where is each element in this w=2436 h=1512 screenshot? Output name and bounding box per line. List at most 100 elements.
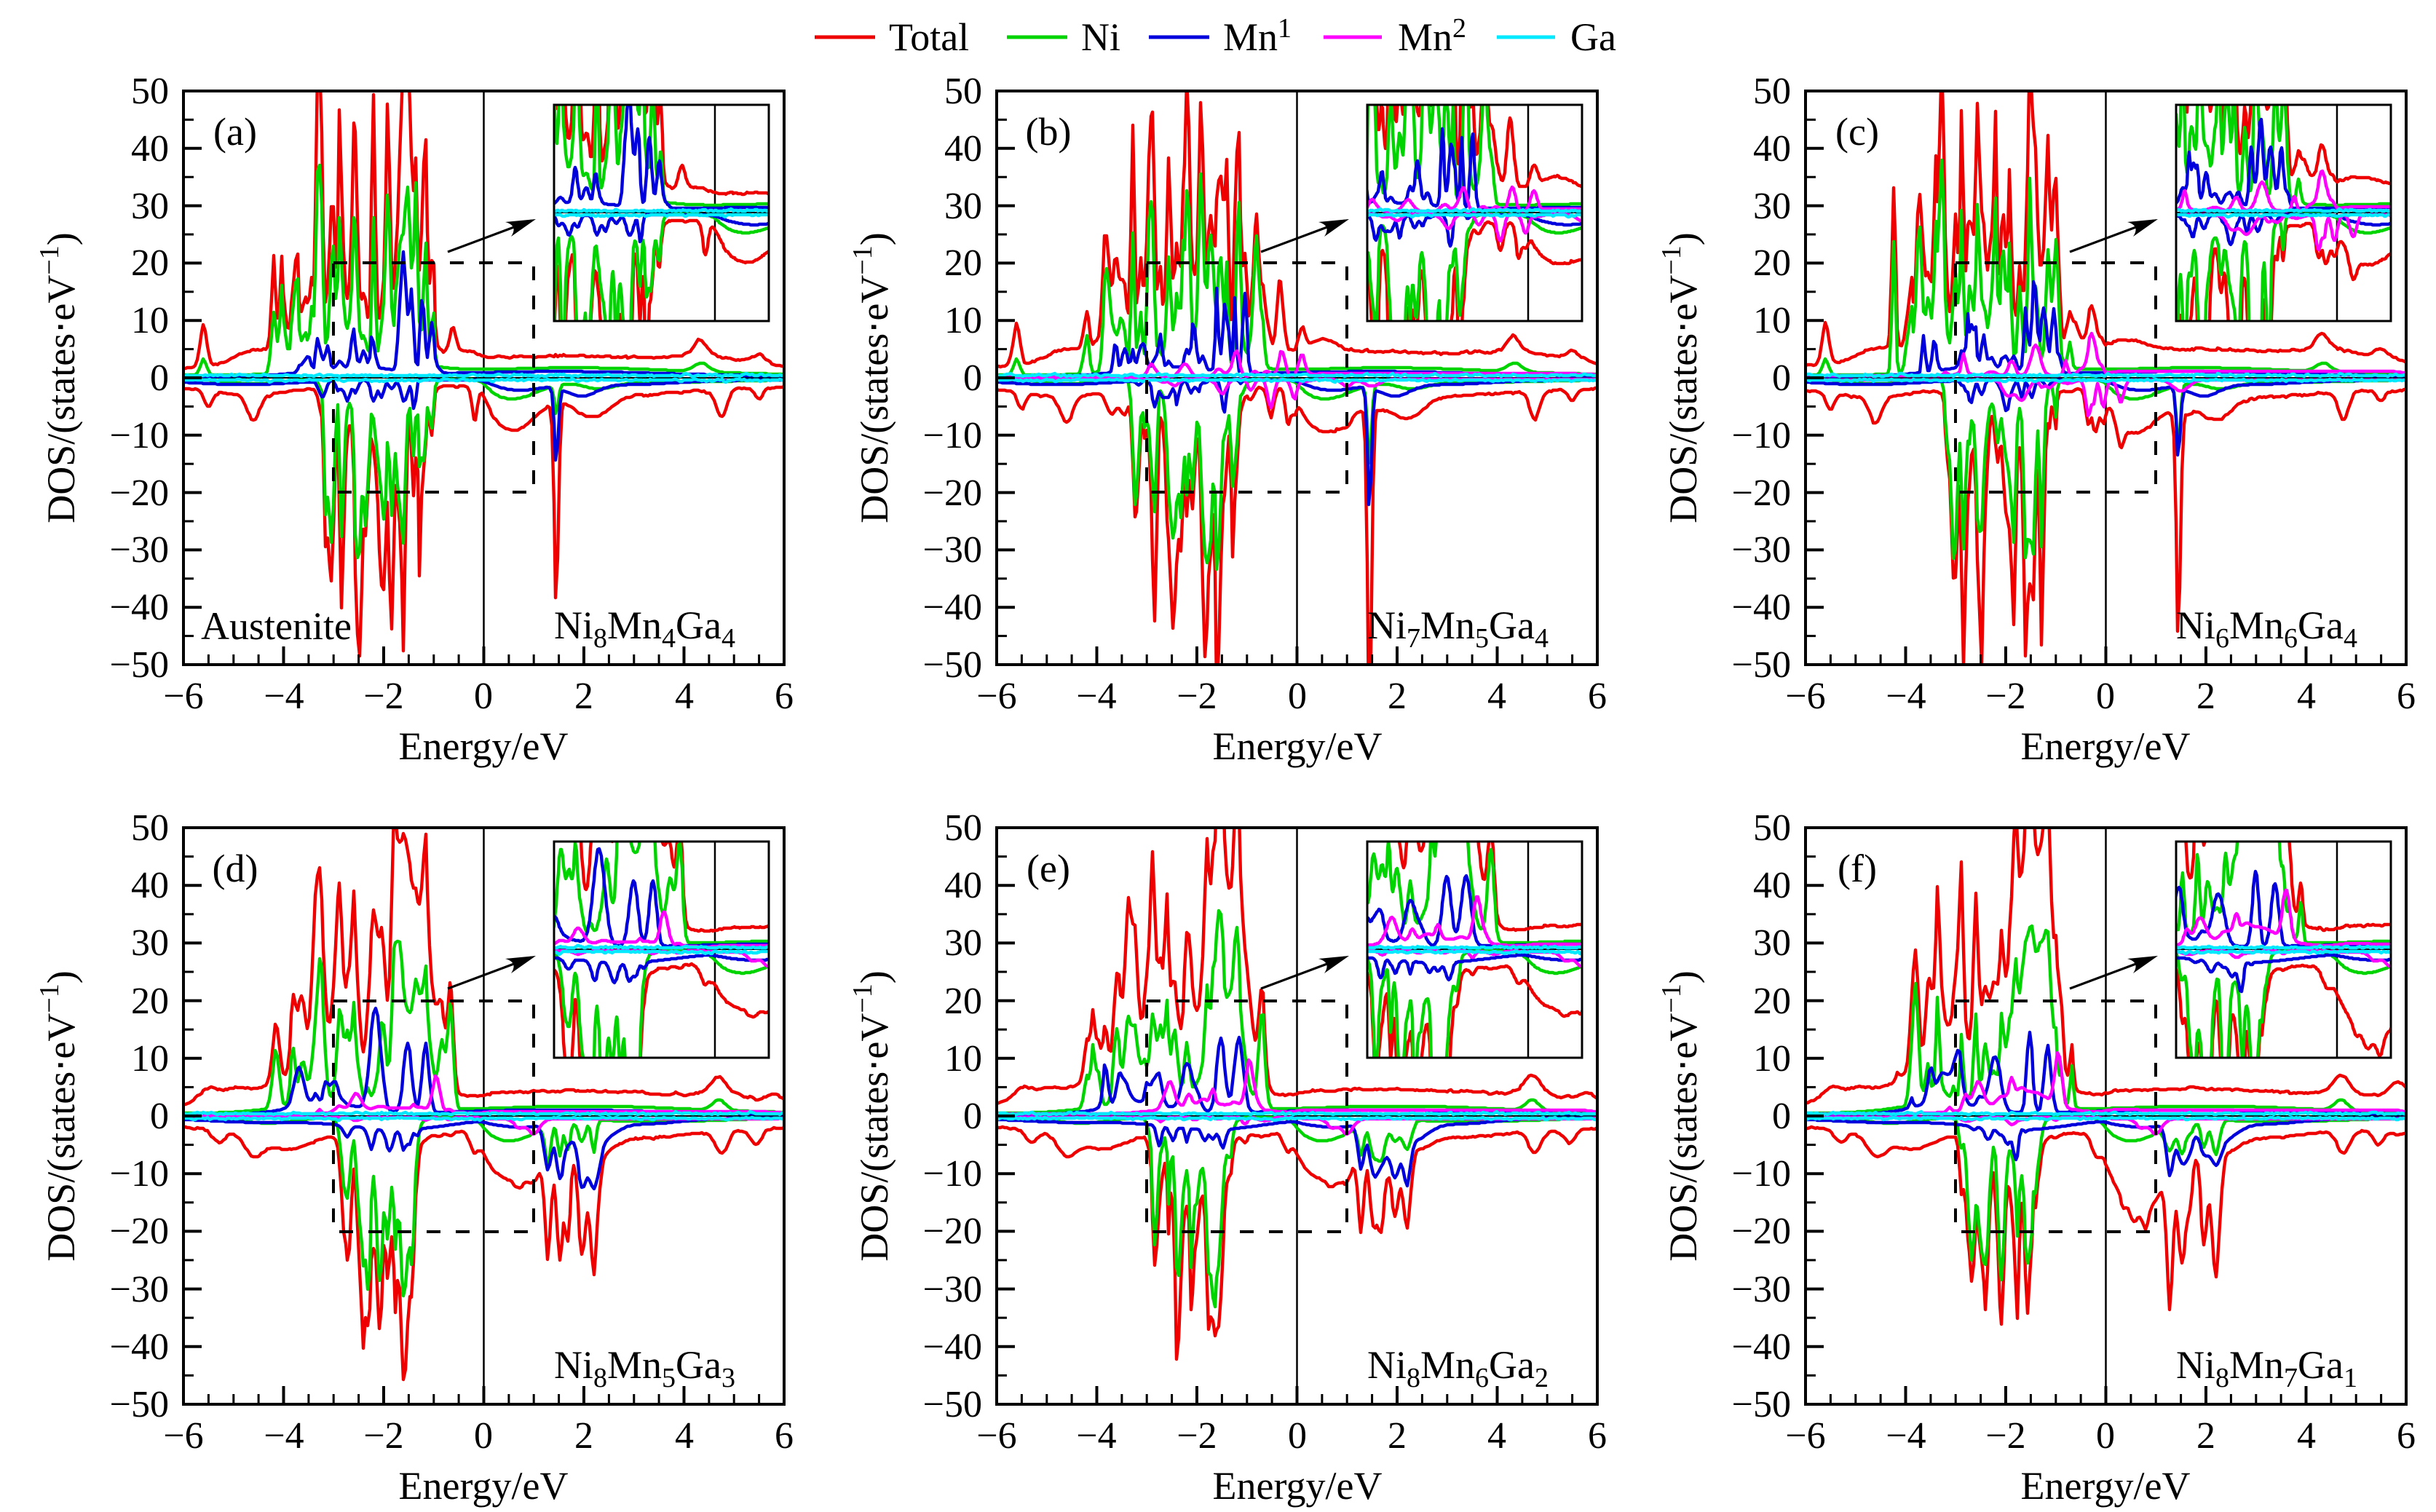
svg-text:Total: Total <box>889 15 969 59</box>
svg-text:50: 50 <box>944 807 982 849</box>
svg-text:DOS/(states⋅eV−1): DOS/(states⋅eV−1) <box>1656 970 1705 1262</box>
svg-text:−2: −2 <box>363 1415 403 1457</box>
svg-text:−4: −4 <box>1886 1415 1926 1457</box>
svg-text:DOS/(states⋅eV−1): DOS/(states⋅eV−1) <box>847 232 896 523</box>
svg-text:4: 4 <box>2297 1415 2316 1457</box>
svg-text:−4: −4 <box>264 676 304 717</box>
svg-text:−30: −30 <box>1732 1269 1791 1310</box>
svg-text:−6: −6 <box>1785 1415 1825 1457</box>
svg-text:−6: −6 <box>1785 676 1825 717</box>
svg-text:2: 2 <box>574 1415 593 1457</box>
svg-text:2: 2 <box>1388 1415 1407 1457</box>
svg-text:−30: −30 <box>923 1269 982 1310</box>
svg-text:−6: −6 <box>976 1415 1016 1457</box>
svg-text:4: 4 <box>2297 676 2316 717</box>
svg-text:0: 0 <box>2096 676 2115 717</box>
svg-text:40: 40 <box>1753 128 1791 170</box>
svg-text:−20: −20 <box>923 472 982 514</box>
svg-text:Ni8Mn6Ga2: Ni8Mn6Ga2 <box>1367 1343 1549 1393</box>
svg-text:−40: −40 <box>1732 587 1791 628</box>
svg-text:4: 4 <box>1487 1415 1506 1457</box>
svg-text:30: 30 <box>1753 186 1791 227</box>
svg-text:Ga: Ga <box>1570 15 1616 59</box>
svg-text:6: 6 <box>2397 676 2416 717</box>
svg-text:−2: −2 <box>1985 676 2025 717</box>
svg-text:−10: −10 <box>110 1153 169 1195</box>
svg-text:Ni8Mn4Ga4: Ni8Mn4Ga4 <box>554 603 735 654</box>
svg-text:6: 6 <box>1588 676 1607 717</box>
svg-text:30: 30 <box>131 922 169 964</box>
svg-text:40: 40 <box>944 128 982 170</box>
svg-text:Energy/eV: Energy/eV <box>399 1464 569 1508</box>
svg-text:Energy/eV: Energy/eV <box>2021 724 2191 768</box>
svg-text:−40: −40 <box>923 1326 982 1368</box>
svg-text:6: 6 <box>775 1415 794 1457</box>
svg-text:10: 10 <box>1753 1038 1791 1080</box>
svg-text:−6: −6 <box>976 676 1016 717</box>
svg-text:Ni8Mn7Ga1: Ni8Mn7Ga1 <box>2176 1343 2357 1393</box>
svg-text:20: 20 <box>1753 981 1791 1022</box>
svg-text:0: 0 <box>1288 1415 1307 1457</box>
svg-text:−50: −50 <box>1732 1384 1791 1425</box>
svg-text:Energy/eV: Energy/eV <box>1213 724 1383 768</box>
svg-text:−30: −30 <box>110 529 169 571</box>
svg-text:−50: −50 <box>1732 644 1791 686</box>
svg-text:0: 0 <box>1288 676 1307 717</box>
svg-text:0: 0 <box>1772 1096 1791 1137</box>
svg-text:−10: −10 <box>923 415 982 456</box>
svg-text:DOS/(states⋅eV−1): DOS/(states⋅eV−1) <box>1656 232 1705 523</box>
svg-text:30: 30 <box>944 922 982 964</box>
svg-text:0: 0 <box>1772 357 1791 399</box>
svg-text:0: 0 <box>474 1415 493 1457</box>
svg-text:4: 4 <box>675 1415 694 1457</box>
svg-text:20: 20 <box>1753 242 1791 284</box>
svg-text:−20: −20 <box>110 472 169 514</box>
svg-text:−6: −6 <box>163 1415 203 1457</box>
svg-text:0: 0 <box>2096 1415 2115 1457</box>
svg-text:10: 10 <box>131 300 169 341</box>
svg-text:−30: −30 <box>923 529 982 571</box>
svg-text:2: 2 <box>2196 676 2215 717</box>
svg-text:−10: −10 <box>1732 1153 1791 1195</box>
svg-text:Ni8Mn5Ga3: Ni8Mn5Ga3 <box>554 1343 735 1393</box>
svg-text:10: 10 <box>944 1038 982 1080</box>
svg-text:50: 50 <box>1753 71 1791 112</box>
svg-text:10: 10 <box>1753 300 1791 341</box>
svg-text:−10: −10 <box>923 1153 982 1195</box>
svg-text:20: 20 <box>944 981 982 1022</box>
svg-text:40: 40 <box>944 865 982 906</box>
svg-text:−40: −40 <box>1732 1326 1791 1368</box>
svg-text:Austenite: Austenite <box>201 604 352 648</box>
svg-text:DOS/(states⋅eV−1): DOS/(states⋅eV−1) <box>34 232 83 523</box>
svg-text:50: 50 <box>944 71 982 112</box>
svg-text:0: 0 <box>474 676 493 717</box>
svg-text:2: 2 <box>1388 676 1407 717</box>
svg-text:50: 50 <box>1753 807 1791 849</box>
svg-text:Energy/eV: Energy/eV <box>2021 1464 2191 1508</box>
svg-text:20: 20 <box>944 242 982 284</box>
svg-text:−4: −4 <box>264 1415 304 1457</box>
svg-text:Energy/eV: Energy/eV <box>1213 1464 1383 1508</box>
svg-text:0: 0 <box>963 357 982 399</box>
svg-text:−4: −4 <box>1076 1415 1116 1457</box>
svg-text:Ni: Ni <box>1081 15 1120 59</box>
svg-text:(d): (d) <box>213 847 258 890</box>
svg-text:−10: −10 <box>110 415 169 456</box>
svg-text:(f): (f) <box>1838 847 1877 890</box>
svg-text:−30: −30 <box>110 1269 169 1310</box>
svg-text:6: 6 <box>775 676 794 717</box>
svg-text:40: 40 <box>131 865 169 906</box>
svg-text:0: 0 <box>963 1096 982 1137</box>
svg-text:−2: −2 <box>1177 676 1217 717</box>
svg-text:−2: −2 <box>1985 1415 2025 1457</box>
svg-text:6: 6 <box>1588 1415 1607 1457</box>
svg-text:10: 10 <box>131 1038 169 1080</box>
svg-text:−6: −6 <box>163 676 203 717</box>
svg-text:0: 0 <box>150 357 169 399</box>
svg-text:Ni6Mn6Ga4: Ni6Mn6Ga4 <box>2176 603 2357 654</box>
svg-text:Ni7Mn5Ga4: Ni7Mn5Ga4 <box>1367 603 1549 654</box>
svg-text:40: 40 <box>131 128 169 170</box>
svg-text:−2: −2 <box>363 676 403 717</box>
svg-text:−20: −20 <box>1732 1211 1791 1252</box>
svg-text:(e): (e) <box>1027 847 1070 890</box>
